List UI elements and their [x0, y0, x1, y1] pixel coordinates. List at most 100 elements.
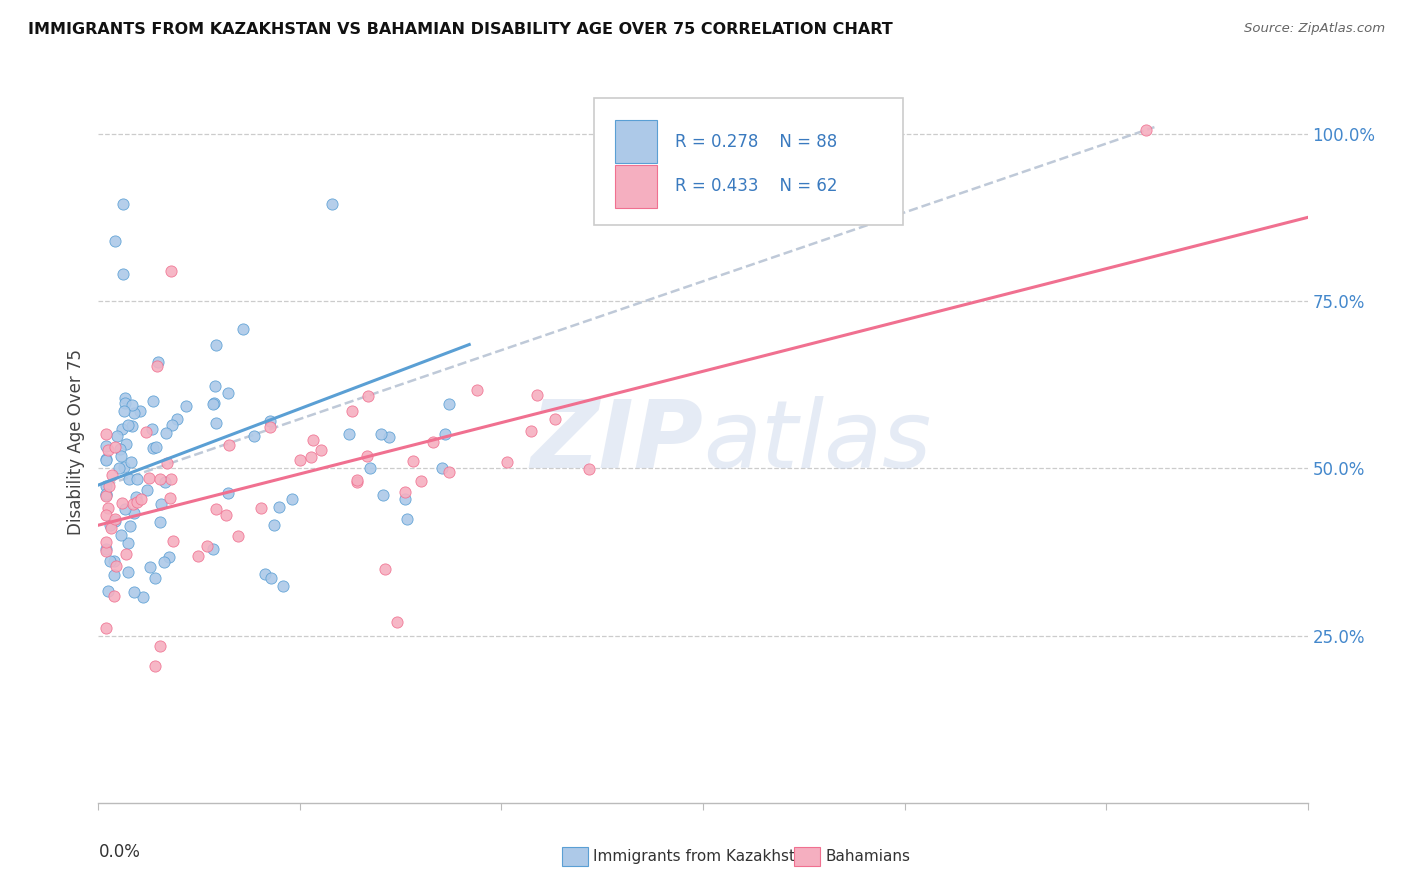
Point	[131, 492, 153, 507]
Point	[159, 491, 181, 505]
Point	[160, 264, 183, 278]
Point	[156, 457, 179, 471]
Point	[105, 428, 128, 442]
Point	[299, 450, 322, 464]
Point	[232, 322, 254, 336]
Point	[396, 512, 419, 526]
Point	[218, 438, 240, 452]
Text: Immigrants from Kazakhstan: Immigrants from Kazakhstan	[593, 849, 814, 863]
Point	[125, 490, 148, 504]
Point	[125, 472, 148, 486]
Point	[214, 508, 236, 522]
Point	[201, 397, 224, 411]
Point	[439, 465, 461, 479]
Point	[98, 478, 121, 492]
Point	[122, 406, 145, 420]
Point	[149, 640, 172, 654]
Point	[96, 487, 118, 501]
Point	[160, 472, 183, 486]
Point	[465, 383, 488, 397]
Bar	[614, 165, 657, 208]
Point	[122, 506, 145, 520]
Point	[149, 516, 172, 530]
Point	[141, 422, 163, 436]
Point	[371, 488, 394, 502]
Point	[142, 393, 165, 408]
Point	[135, 425, 157, 440]
Point	[152, 555, 174, 569]
Point	[110, 528, 132, 542]
Point	[202, 542, 225, 557]
Point	[254, 567, 277, 582]
Point	[422, 434, 444, 449]
Point	[217, 485, 239, 500]
Point	[259, 420, 281, 434]
Point	[205, 416, 228, 430]
Point	[112, 403, 135, 417]
Point	[578, 462, 600, 476]
Point	[434, 427, 457, 442]
Point	[394, 484, 416, 499]
Point	[111, 197, 134, 211]
Point	[370, 426, 392, 441]
Point	[96, 439, 118, 453]
Point	[114, 392, 136, 406]
Point	[142, 441, 165, 455]
Point	[176, 399, 198, 413]
Point	[103, 589, 125, 603]
Point	[495, 455, 517, 469]
Point	[187, 549, 209, 564]
Point	[117, 566, 139, 580]
Text: IMMIGRANTS FROM KAZAKHSTAN VS BAHAMIAN DISABILITY AGE OVER 75 CORRELATION CHART: IMMIGRANTS FROM KAZAKHSTAN VS BAHAMIAN D…	[28, 22, 893, 37]
Point	[104, 440, 127, 454]
Point	[359, 460, 381, 475]
Point	[96, 453, 118, 467]
Point	[430, 461, 453, 475]
Point	[302, 433, 325, 447]
Point	[321, 197, 343, 211]
Point	[96, 508, 118, 522]
Text: R = 0.433    N = 62: R = 0.433 N = 62	[675, 178, 838, 195]
Point	[153, 475, 176, 490]
Point	[342, 404, 364, 418]
Point	[309, 442, 332, 457]
Point	[121, 398, 143, 412]
Point	[526, 388, 548, 402]
Point	[157, 549, 180, 564]
FancyBboxPatch shape	[595, 98, 903, 225]
Point	[263, 518, 285, 533]
Point	[118, 472, 141, 486]
Point	[104, 558, 127, 573]
Point	[98, 517, 121, 532]
Point	[111, 268, 134, 282]
Point	[120, 455, 142, 469]
Point	[104, 512, 127, 526]
Point	[97, 584, 120, 599]
Point	[108, 461, 131, 475]
Point	[96, 478, 118, 492]
Point	[143, 658, 166, 673]
Point	[132, 590, 155, 604]
Point	[149, 472, 172, 486]
Text: Source: ZipAtlas.com: Source: ZipAtlas.com	[1244, 22, 1385, 36]
Point	[96, 535, 118, 549]
Point	[96, 541, 118, 556]
Point	[139, 560, 162, 574]
Point	[103, 568, 125, 582]
Point	[260, 571, 283, 585]
Point	[121, 497, 143, 511]
Point	[197, 540, 219, 554]
Point	[346, 475, 368, 489]
Point	[111, 496, 134, 510]
Point	[160, 417, 183, 432]
Point	[104, 514, 127, 528]
Point	[385, 615, 408, 630]
Point	[96, 488, 118, 502]
Point	[402, 454, 425, 468]
Point	[97, 500, 120, 515]
Point	[96, 427, 118, 442]
Point	[162, 533, 184, 548]
Point	[96, 544, 118, 558]
Point	[544, 412, 567, 426]
Text: Bahamians: Bahamians	[825, 849, 910, 863]
